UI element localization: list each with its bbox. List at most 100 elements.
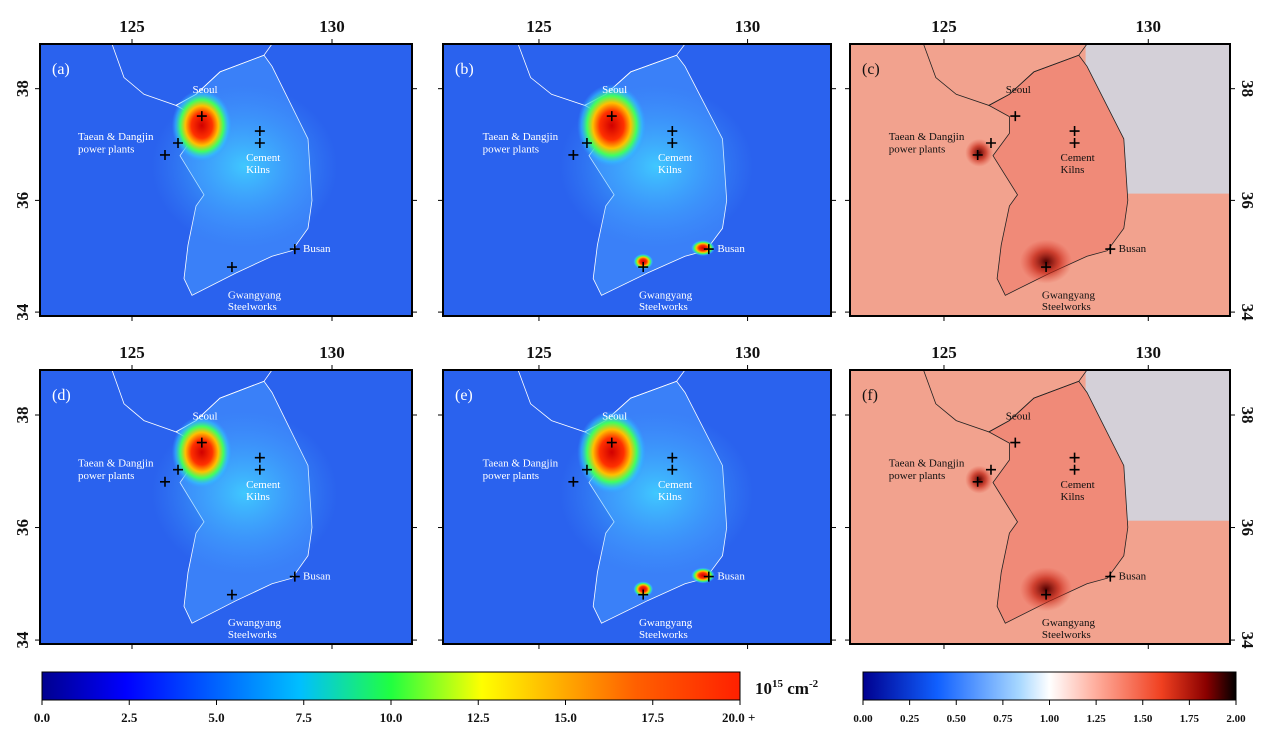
unit-exp: 15 — [772, 678, 784, 690]
colorbar-tick-label: 1.75 — [1180, 713, 1200, 725]
place-label: Seoul — [602, 410, 627, 422]
place-label: Taean & Dangjin — [78, 131, 154, 143]
place-label: power plants — [889, 470, 946, 482]
panel-content — [850, 44, 1230, 316]
lat-tick-label: 38 — [13, 407, 32, 424]
place-label: Kilns — [246, 491, 270, 503]
colorbar-tick-label: 10.0 — [380, 710, 403, 725]
place-label: Busan — [303, 571, 331, 583]
hotspot — [1020, 567, 1072, 611]
panel-label: (c) — [862, 61, 880, 78]
place-label: Steelworks — [1042, 301, 1091, 313]
place-label: Taean & Dangjin — [78, 458, 154, 470]
lon-tick-label: 125 — [931, 17, 957, 36]
colorbar-tick-label: 1.25 — [1087, 713, 1107, 725]
lon-tick-label: 130 — [319, 343, 345, 362]
place-label: Busan — [1119, 571, 1147, 583]
lon-tick-label: 125 — [119, 17, 145, 36]
map-panel: (a) Seoul Taean & Dangjinpower plants Cemen… — [13, 17, 417, 321]
place-label: power plants — [483, 143, 540, 155]
lat-tick-label: 34 — [13, 631, 32, 649]
place-label: Busan — [303, 243, 331, 255]
lon-tick-label: 125 — [931, 343, 957, 362]
place-label: power plants — [483, 470, 540, 482]
place-label: Cement — [1061, 152, 1095, 164]
lon-tick-label: 130 — [319, 17, 345, 36]
map-panel: (e)SeoulTaean & Dangjinpower plantsCemen… — [438, 343, 836, 649]
colorbar-tick-label: 17.5 — [641, 710, 664, 725]
lat-tick-label: 34 — [13, 303, 32, 321]
place-label: Cement — [658, 152, 692, 164]
place-label: power plants — [78, 143, 135, 155]
place-label: Busan — [717, 571, 745, 583]
lat-tick-label: 34 — [1238, 304, 1257, 322]
colorbar-tick-label: 0.25 — [900, 713, 920, 725]
colorbar-ramp — [42, 672, 740, 700]
hotspot — [577, 411, 646, 494]
panel-content — [443, 370, 831, 644]
place-label: Kilns — [1061, 164, 1085, 176]
colorbar-tick-label: 12.5 — [467, 710, 490, 725]
lon-tick-label: 130 — [735, 17, 761, 36]
colorbar-tick-label: 2.5 — [121, 710, 138, 725]
lon-tick-label: 125 — [119, 343, 145, 362]
place-label: Kilns — [658, 491, 682, 503]
unit-rest: cm — [783, 679, 809, 698]
place-label: Busan — [1119, 243, 1147, 255]
place-label: Gwangyang — [1042, 617, 1096, 629]
colorbar-tick-label: 15.0 — [554, 710, 577, 725]
place-label: power plants — [889, 143, 946, 155]
hotspot — [691, 568, 715, 584]
place-label: Gwangyang — [228, 289, 282, 301]
place-label: Kilns — [246, 164, 270, 176]
lat-tick-label: 38 — [13, 80, 32, 97]
place-label: Steelworks — [1042, 629, 1091, 641]
panel-label: (d) — [52, 387, 71, 404]
place-label: Gwangyang — [639, 617, 693, 629]
place-label: Seoul — [1006, 410, 1031, 422]
lat-tick-label: 36 — [13, 192, 32, 209]
hotspot — [172, 416, 232, 488]
lon-tick-label: 130 — [735, 343, 761, 362]
place-label: Seoul — [193, 84, 218, 96]
place-label: Cement — [658, 479, 692, 491]
colorbar-tick-label: 0.50 — [947, 713, 967, 725]
lat-tick-label: 38 — [1238, 407, 1257, 424]
place-label: Taean & Dangjin — [889, 458, 965, 470]
place-label: Cement — [246, 152, 280, 164]
place-label: Busan — [717, 243, 745, 255]
place-label: Gwangyang — [639, 289, 693, 301]
lat-tick-label: 36 — [1238, 192, 1257, 209]
place-label: Cement — [1061, 479, 1095, 491]
colorbar-tick-label: 1.50 — [1133, 713, 1153, 725]
place-label: Kilns — [658, 164, 682, 176]
lat-tick-label: 34 — [1238, 632, 1257, 650]
map-panel: (d)SeoulTaean & Dangjinpower plantsCemen… — [13, 343, 417, 649]
colorbar-unit: 1015 cm-2 — [755, 678, 819, 698]
place-label: Taean & Dangjin — [483, 131, 559, 143]
lon-tick-label: 125 — [526, 343, 552, 362]
panel-content — [850, 370, 1230, 644]
panel-content — [40, 44, 412, 316]
place-label: Steelworks — [639, 301, 688, 313]
place-label: Seoul — [602, 84, 627, 96]
unit-base: 10 — [755, 679, 772, 698]
place-label: Seoul — [1006, 84, 1031, 96]
place-label: Steelworks — [228, 301, 277, 313]
colorbar-tick-label: 0.00 — [853, 713, 873, 725]
place-label: Gwangyang — [228, 617, 282, 629]
hotspot — [172, 90, 232, 162]
place-label: Cement — [246, 479, 280, 491]
colorbar-tick-label: 20.0 + — [722, 710, 755, 725]
place-label: power plants — [78, 470, 135, 482]
panel-label: (b) — [455, 61, 474, 78]
panel-label: (a) — [52, 61, 70, 78]
panel-label: (f) — [862, 387, 878, 404]
colorbar-tick-label: 7.5 — [296, 710, 313, 725]
colorbar-tick-label: 2.00 — [1226, 713, 1246, 725]
place-label: Steelworks — [639, 629, 688, 641]
